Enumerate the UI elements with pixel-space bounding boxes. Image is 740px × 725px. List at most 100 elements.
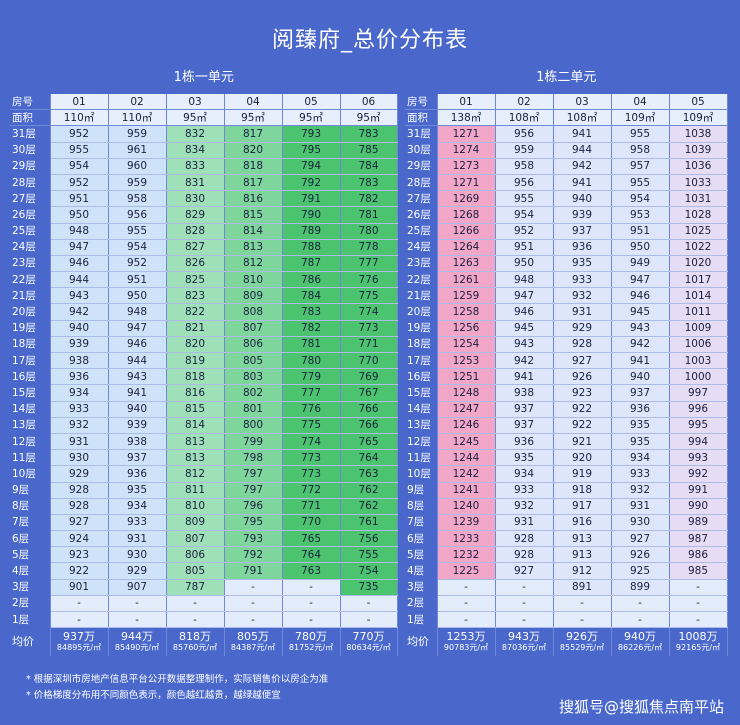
price-cell: 939 — [108, 417, 167, 434]
price-cell: - — [437, 611, 496, 629]
price-cell: 932 — [611, 482, 670, 499]
price-cell: 947 — [611, 271, 670, 289]
price-cell: 948 — [108, 303, 167, 321]
price-cell: 1022 — [669, 239, 728, 256]
price-cell: 994 — [669, 433, 728, 451]
price-cell: 774 — [340, 303, 398, 321]
floor-label: 23层 — [10, 255, 51, 272]
price-cell: 958 — [108, 190, 167, 208]
average-unit-price: 84895元/㎡ — [56, 643, 102, 653]
price-cell: 787 — [166, 579, 225, 596]
price-cell: 922 — [50, 562, 109, 580]
price-cell: 782 — [340, 190, 398, 208]
floor-label: 1层 — [10, 611, 51, 628]
floor-label: 12层 — [10, 433, 51, 450]
price-cell: 1038 — [669, 125, 728, 143]
price-cell: 803 — [224, 368, 283, 386]
price-cell: 814 — [224, 223, 283, 240]
price-cell: 1039 — [669, 142, 728, 159]
price-cell: 913 — [553, 530, 612, 548]
building-left-panel: 1栋一单元 房号 01 02 03 04 05 06 面积 110㎡ 110㎡ 95㎡ 95㎡ 95㎡ 9… — [10, 68, 398, 657]
floor-label: 18层 — [10, 336, 51, 353]
price-cell: 1245 — [437, 433, 496, 451]
floor-label: 30层 — [10, 142, 51, 159]
price-cell: 777 — [340, 255, 398, 273]
price-cell: 931 — [611, 498, 670, 515]
price-cell: 952 — [50, 125, 109, 143]
price-cell: 1006 — [669, 336, 728, 354]
average-cell: 944万 85490元/㎡ — [108, 627, 167, 657]
price-cell: 922 — [553, 401, 612, 418]
price-cell: 941 — [108, 384, 167, 402]
average-total: 926万 — [566, 630, 598, 644]
price-cell: 945 — [495, 320, 554, 337]
floor-label: 31层 — [10, 125, 51, 143]
floor-label: 6层 — [405, 530, 438, 547]
price-cell: 735 — [340, 579, 398, 596]
footer-notes: * 根据深圳市房地产信息平台公开数据整理制作，实际销售价以房企为准 * 价格梯度… — [26, 672, 328, 704]
price-cell: 793 — [282, 125, 341, 143]
price-cell: 786 — [282, 271, 341, 289]
floor-label: 13层 — [405, 417, 438, 434]
price-cell: 765 — [340, 433, 398, 451]
price-cell: 822 — [166, 303, 225, 321]
price-cell: 954 — [611, 190, 670, 208]
floor-label: 15层 — [10, 384, 51, 402]
average-cell: 770万 80634元/㎡ — [340, 627, 398, 657]
price-cell: 833 — [166, 158, 225, 175]
price-cell: 832 — [166, 125, 225, 143]
price-cell: 775 — [340, 287, 398, 305]
floor-row: 30层 1274 959 944 958 1039 — [405, 142, 728, 159]
price-cell: 948 — [495, 271, 554, 289]
floor-label: 10层 — [405, 465, 438, 482]
price-cell: 949 — [611, 255, 670, 273]
price-cell: 920 — [553, 449, 612, 467]
price-cell: 776 — [340, 271, 398, 289]
floor-label: 1层 — [405, 611, 438, 628]
floor-row: 4层 922 929 805 791 763 754 — [10, 562, 398, 580]
floor-label: 16层 — [405, 368, 438, 385]
price-cell: 782 — [282, 320, 341, 337]
price-cell: 943 — [611, 320, 670, 337]
price-cell: 1028 — [669, 206, 728, 224]
price-cell: 936 — [553, 239, 612, 256]
price-cell: 929 — [553, 320, 612, 337]
floor-label: 2层 — [10, 595, 51, 612]
price-cell: 827 — [166, 239, 225, 256]
unit-area: 138㎡ — [437, 109, 496, 127]
price-cell: 1239 — [437, 514, 496, 532]
price-cell: 942 — [50, 303, 109, 321]
price-cell: 955 — [611, 125, 670, 143]
price-cell: 770 — [340, 352, 398, 370]
floor-row: 23层 946 952 826 812 787 777 — [10, 255, 398, 273]
unit-area: 95㎡ — [224, 109, 283, 127]
price-cell: 1253 — [437, 352, 496, 370]
price-cell: 932 — [50, 417, 109, 434]
floor-label: 4层 — [10, 562, 51, 580]
price-cell: 929 — [50, 465, 109, 483]
price-cell: 778 — [340, 239, 398, 256]
average-cell: 937万 84895元/㎡ — [50, 627, 109, 657]
floor-row: 13层 1246 937 922 935 995 — [405, 417, 728, 434]
price-cell: 955 — [50, 142, 109, 159]
price-cell: 754 — [340, 562, 398, 580]
price-cell: 948 — [50, 223, 109, 240]
floor-row: 21层 1259 947 932 946 1014 — [405, 287, 728, 305]
price-cell: 928 — [50, 498, 109, 515]
price-cell: 933 — [611, 465, 670, 483]
floor-label: 17层 — [405, 352, 438, 369]
price-cell: 950 — [495, 255, 554, 273]
price-cell: 993 — [669, 449, 728, 467]
price-cell: - — [437, 579, 496, 596]
room-number: 05 — [282, 94, 341, 111]
price-cell: 947 — [50, 239, 109, 256]
floor-row: 27层 1269 955 940 954 1031 — [405, 190, 728, 208]
floor-label: 31层 — [405, 125, 438, 143]
price-cell: 755 — [340, 546, 398, 564]
floor-row: 5层 1232 928 913 926 986 — [405, 546, 728, 564]
area-label: 面积 — [405, 109, 438, 127]
price-cell: 798 — [224, 449, 283, 467]
floor-row: 29层 1273 958 942 957 1036 — [405, 158, 728, 175]
price-cell: 918 — [553, 482, 612, 499]
price-cell: 945 — [611, 303, 670, 321]
